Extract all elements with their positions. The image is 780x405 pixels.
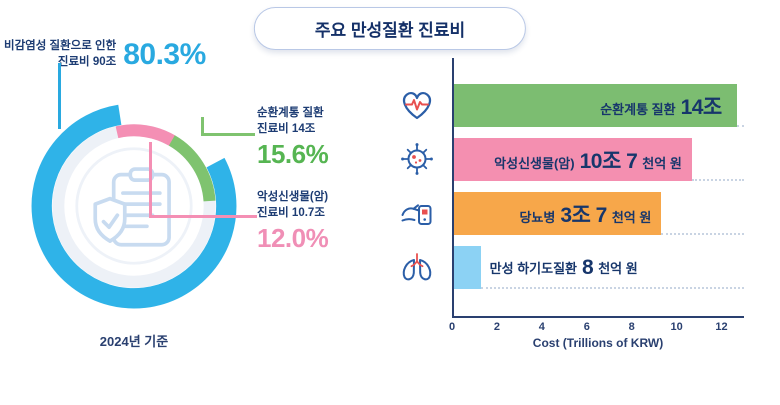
bar-row: 만성 하기도질환 8 천억 원 xyxy=(454,246,744,289)
bar-value: 8 xyxy=(582,255,594,279)
donut-arc-circulatory xyxy=(52,124,216,288)
bar-label: 만성 하기도질환 8 천억 원 xyxy=(490,246,638,289)
donut-arc-noncommunicable xyxy=(31,103,237,309)
bar-value: 14조 xyxy=(680,95,723,119)
callout-label: 비감염성 질환으로 인한 xyxy=(4,40,117,53)
bar-fill: 악성신생물(암) 10조 7 천억 원 xyxy=(454,138,692,181)
bar-label: 악성신생물(암) 10조 7 천억 원 xyxy=(494,145,692,175)
bar-chart: 순환계통 질환 14조 악성신생물(암) 10조 7 천억 원 xyxy=(395,58,767,378)
dotted-leader-line xyxy=(480,287,744,289)
bar-value: 10조 7 xyxy=(579,149,638,173)
bar-row: 당뇨병 3조 7 천억 원 xyxy=(454,192,744,235)
callout-line-green xyxy=(201,133,255,136)
x-tick-label: 4 xyxy=(538,321,545,333)
callout-label: 진료비 90조 xyxy=(57,56,117,68)
percent-value: 15.6% xyxy=(257,139,329,170)
x-tick-label: 12 xyxy=(715,321,728,333)
bar-fill: 순환계통 질환 14조 xyxy=(454,84,737,127)
callout-line-pink xyxy=(149,215,257,218)
x-tick-label: 8 xyxy=(628,321,635,333)
callout-line-pink xyxy=(149,142,152,217)
glucose-meter-icon xyxy=(401,204,432,225)
cancer-cell-icon xyxy=(401,143,433,175)
callout-noncommunicable: 비감염성 질환으로 인한 진료비 90조 80.3% xyxy=(4,38,206,72)
callout-label: 진료비 14조 xyxy=(257,122,316,135)
bar-category-label: 악성신생물(암) xyxy=(494,155,575,171)
bar-label: 당뇨병 3조 7 천억 원 xyxy=(519,199,661,229)
callout-cancer: 악성신생물(암) 진료비 10.7조 12.0% xyxy=(257,190,329,254)
clipboard-shield-illustration xyxy=(93,167,171,247)
bar-category-label: 만성 하기도질환 xyxy=(489,261,578,276)
dotted-leader-line xyxy=(691,179,744,181)
bar-value: 3조 7 xyxy=(560,203,607,227)
dotted-leader-line xyxy=(736,125,744,127)
bar-row: 순환계통 질환 14조 xyxy=(454,84,744,127)
bar-fill: 만성 하기도질환 8 천억 원 xyxy=(454,246,638,289)
lungs-icon xyxy=(402,253,432,281)
callout-label: 순환계통 질환 xyxy=(257,107,324,119)
x-tick-label: 6 xyxy=(583,321,590,333)
callout-line-blue xyxy=(58,63,61,129)
bar-label: 순환계통 질환 14조 xyxy=(600,91,737,121)
bar-category-label: 당뇨병 xyxy=(519,209,556,225)
bar-value-unit: 천억 원 xyxy=(642,155,682,171)
bar-fill: 당뇨병 3조 7 천억 원 xyxy=(454,192,662,235)
x-tick-label: 2 xyxy=(493,321,500,333)
bar-row: 악성신생물(암) 10조 7 천억 원 xyxy=(454,138,744,181)
year-caption: 2024년 기준 xyxy=(99,334,169,349)
bar-plot-area: 순환계통 질환 14조 악성신생물(암) 10조 7 천억 원 xyxy=(452,58,744,318)
donut-thin-ring xyxy=(75,147,193,265)
callout-label: 악성신생물(암) xyxy=(257,191,329,203)
percent-value: 80.3% xyxy=(123,38,206,71)
x-axis: 0 2 4 6 8 10 12 xyxy=(448,318,744,333)
bar-category-label: 순환계통 질환 xyxy=(600,101,676,117)
x-tick-label: 0 xyxy=(448,321,456,333)
donut-arc-cancer xyxy=(52,124,216,288)
page-title: 주요 만성질환 진료비 xyxy=(253,7,527,50)
callout-circulatory: 순환계통 질환 진료비 14조 15.6% xyxy=(257,106,329,170)
x-axis-title: Cost (Trillions of KRW) xyxy=(532,336,664,350)
percent-value: 12.0% xyxy=(257,223,329,254)
callout-label: 진료비 10.7조 xyxy=(257,206,325,219)
donut-chart xyxy=(31,103,237,309)
dotted-leader-line xyxy=(661,233,744,235)
callout-line-green xyxy=(201,117,204,135)
heart-pulse-icon xyxy=(403,92,431,120)
bar-value-unit: 천억 원 xyxy=(598,261,638,276)
bar-value-unit: 천억 원 xyxy=(611,209,652,225)
x-tick-label: 10 xyxy=(670,321,683,333)
